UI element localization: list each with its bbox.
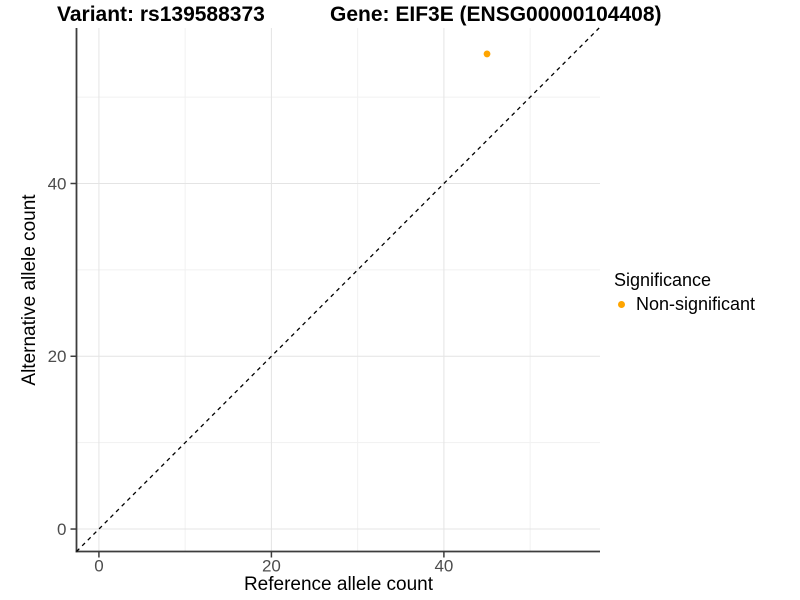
plot-title-gene: Gene: EIF3E (ENSG00000104408) xyxy=(330,3,662,26)
legend-entry-label: Non-significant xyxy=(636,294,756,314)
identity-line xyxy=(76,27,600,552)
y-tick-label: 0 xyxy=(57,520,66,539)
legend-point-icon xyxy=(618,301,625,308)
x-tick-label: 40 xyxy=(434,557,453,576)
y-tick-label: 40 xyxy=(48,174,67,193)
data-point xyxy=(483,50,491,58)
legend: Significance Non-significant xyxy=(614,270,755,315)
x-tick-label: 20 xyxy=(262,557,281,576)
x-axis-title: Reference allele count xyxy=(243,574,434,595)
legend-entry: Non-significant xyxy=(618,294,755,315)
plot-title-variant: Variant: rs139588373 xyxy=(57,3,265,26)
y-axis-title: Alternative allele count xyxy=(19,194,40,386)
x-tick-label: 0 xyxy=(94,557,103,576)
legend-title: Significance xyxy=(614,270,712,290)
y-tick-label: 20 xyxy=(48,347,67,366)
